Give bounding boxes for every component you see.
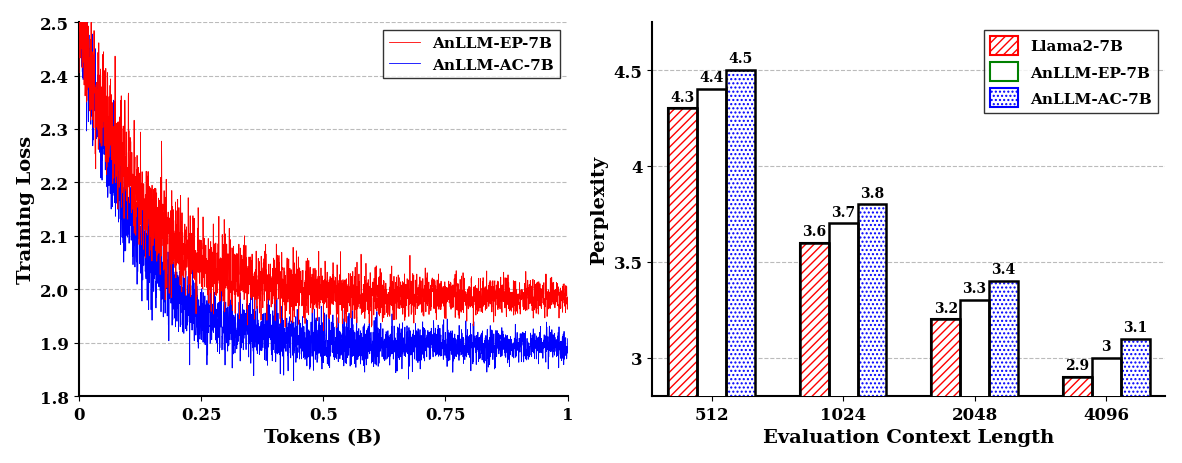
Text: 3.8: 3.8 <box>860 186 884 200</box>
Bar <box>857 205 886 463</box>
AnLLM-EP-7B <box>551 292 565 297</box>
Bar <box>726 71 755 463</box>
Bar <box>668 109 697 463</box>
AnLLM-EP-7B <box>157 224 171 230</box>
AnLLM-AC-7B <box>72 59 86 65</box>
AnLLM-EP-7B <box>72 71 86 76</box>
Text: 2.9: 2.9 <box>1065 358 1090 372</box>
Bar <box>668 109 697 463</box>
Text: 4.5: 4.5 <box>728 52 753 66</box>
Text: 4.4: 4.4 <box>700 71 723 85</box>
Text: 3.7: 3.7 <box>831 205 855 219</box>
AnLLM-AC-7B <box>157 250 171 256</box>
Bar <box>1092 358 1121 463</box>
AnLLM-AC-7B <box>128 265 142 270</box>
Text: 3: 3 <box>1102 339 1111 353</box>
Y-axis label: Training Loss: Training Loss <box>17 136 34 283</box>
Bar <box>960 300 989 463</box>
Bar <box>857 205 886 463</box>
Bar <box>1121 339 1150 463</box>
Bar <box>960 300 989 463</box>
Text: 4.3: 4.3 <box>670 90 695 105</box>
Bar <box>1063 377 1092 463</box>
AnLLM-EP-7B <box>72 20 86 26</box>
X-axis label: Tokens (B): Tokens (B) <box>265 428 382 446</box>
AnLLM-AC-7B <box>280 334 294 339</box>
Text: 3.4: 3.4 <box>992 263 1015 276</box>
X-axis label: Evaluation Context Length: Evaluation Context Length <box>764 428 1054 446</box>
Bar <box>931 319 960 463</box>
AnLLM-EP-7B <box>280 264 294 270</box>
Text: 3.1: 3.1 <box>1123 320 1148 334</box>
Bar <box>726 71 755 463</box>
Legend: AnLLM-EP-7B, AnLLM-AC-7B: AnLLM-EP-7B, AnLLM-AC-7B <box>383 31 560 79</box>
Legend: Llama2-7B, AnLLM-EP-7B, AnLLM-AC-7B: Llama2-7B, AnLLM-EP-7B, AnLLM-AC-7B <box>983 31 1157 114</box>
Text: 3.3: 3.3 <box>962 282 987 296</box>
Line: AnLLM-EP-7B: AnLLM-EP-7B <box>79 23 567 331</box>
Bar <box>800 243 829 463</box>
AnLLM-EP-7B <box>128 155 142 161</box>
AnLLM-EP-7B <box>317 328 331 334</box>
Bar <box>989 282 1018 463</box>
AnLLM-AC-7B <box>560 336 574 342</box>
Bar <box>829 224 857 463</box>
Bar <box>1063 377 1092 463</box>
Bar <box>1063 377 1092 463</box>
Bar <box>1092 358 1121 463</box>
Bar <box>697 90 726 463</box>
AnLLM-EP-7B <box>260 303 274 308</box>
AnLLM-AC-7B <box>260 331 274 336</box>
AnLLM-EP-7B <box>560 300 574 305</box>
Bar <box>931 319 960 463</box>
Bar <box>697 90 726 463</box>
Bar <box>668 109 697 463</box>
AnLLM-AC-7B <box>499 355 513 360</box>
Bar <box>931 319 960 463</box>
AnLLM-AC-7B <box>551 343 565 349</box>
AnLLM-AC-7B <box>286 378 300 383</box>
AnLLM-EP-7B <box>499 288 513 294</box>
Y-axis label: Perplexity: Perplexity <box>590 155 608 264</box>
Bar <box>800 243 829 463</box>
Text: 3.2: 3.2 <box>934 301 957 315</box>
AnLLM-AC-7B <box>72 20 86 26</box>
Bar <box>829 224 857 463</box>
Bar <box>1121 339 1150 463</box>
Bar <box>989 282 1018 463</box>
Text: 3.6: 3.6 <box>803 225 826 238</box>
Line: AnLLM-AC-7B: AnLLM-AC-7B <box>79 23 567 381</box>
Bar <box>800 243 829 463</box>
